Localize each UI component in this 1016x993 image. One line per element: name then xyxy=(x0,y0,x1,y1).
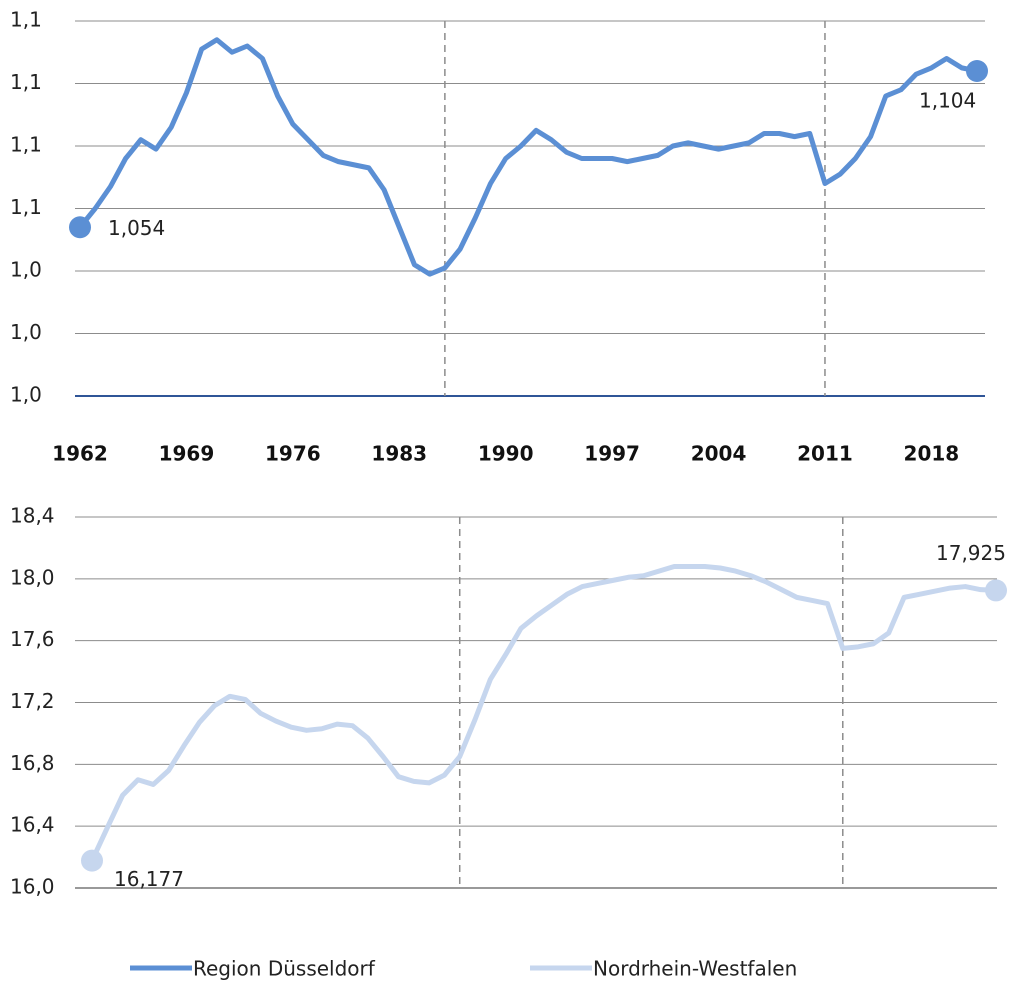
y-tick-label: 1,1 xyxy=(10,8,42,32)
end-point xyxy=(69,216,91,239)
y-tick-label: 16,8 xyxy=(10,751,55,775)
y-tick-label: 18,0 xyxy=(10,565,55,589)
y-tick-label: 1,0 xyxy=(10,383,42,407)
x-tick-label: 1976 xyxy=(265,442,321,466)
x-tick-label: 1962 xyxy=(52,442,108,466)
y-tick-label: 16,0 xyxy=(10,875,55,899)
y-tick-label: 1,1 xyxy=(10,70,42,94)
x-tick-label: 1983 xyxy=(371,442,427,466)
x-tick-label: 1969 xyxy=(159,442,215,466)
x-tick-label: 1990 xyxy=(478,442,534,466)
y-tick-label: 16,4 xyxy=(10,813,55,837)
data-line xyxy=(89,563,997,862)
data-label: 1,104 xyxy=(919,89,976,113)
y-tick-label: 18,4 xyxy=(10,504,55,528)
data-label: 16,177 xyxy=(114,867,184,891)
x-tick-label: 1997 xyxy=(584,442,640,466)
data-line xyxy=(78,37,978,277)
data-label: 17,925 xyxy=(936,541,1006,565)
end-point xyxy=(985,579,1007,602)
x-tick-label: 2011 xyxy=(797,442,853,466)
legend-label: Nordrhein-Westfalen xyxy=(593,957,797,981)
data-label: 1,054 xyxy=(108,216,165,240)
y-tick-label: 17,2 xyxy=(10,689,55,713)
y-tick-label: 1,1 xyxy=(10,195,42,219)
y-tick-label: 17,6 xyxy=(10,627,55,651)
y-tick-label: 1,0 xyxy=(10,258,42,282)
x-tick-label: 2018 xyxy=(904,442,960,466)
x-tick-label: 2004 xyxy=(691,442,747,466)
end-point xyxy=(81,849,103,872)
y-tick-label: 1,0 xyxy=(10,320,42,344)
legend-label: Region Düsseldorf xyxy=(193,957,376,981)
end-point xyxy=(966,60,988,82)
y-tick-label: 1,1 xyxy=(10,133,42,157)
